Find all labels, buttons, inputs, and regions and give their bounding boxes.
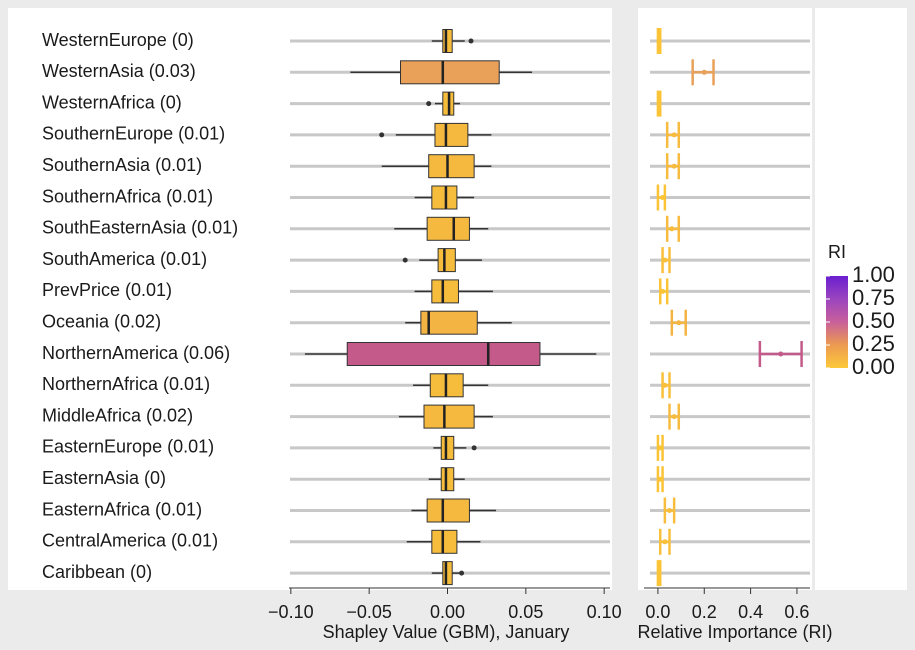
box	[346, 342, 541, 366]
point	[671, 414, 677, 420]
point	[701, 69, 707, 75]
outlier	[379, 132, 385, 138]
box	[428, 154, 475, 179]
point	[657, 476, 663, 482]
x-tick-label: 0.4	[738, 602, 763, 622]
x-axis-title: Shapley Value (GBM), January	[323, 622, 570, 642]
x-tick-label: 0.00	[430, 602, 465, 622]
category-label: WesternEurope (0)	[42, 30, 194, 50]
box	[440, 467, 455, 492]
x-tick-label: 0.6	[784, 602, 809, 622]
point	[669, 226, 675, 232]
x-tick-label: −0.05	[346, 602, 392, 622]
x-tick-label: 0.0	[645, 602, 670, 622]
x-tick-label: 0.2	[692, 602, 717, 622]
box	[437, 248, 456, 273]
category-label: NorthernAfrica (0.01)	[42, 374, 210, 394]
box	[442, 561, 453, 586]
point	[662, 382, 668, 388]
box	[423, 404, 475, 429]
outlier	[468, 38, 474, 44]
point	[671, 163, 677, 169]
box	[431, 185, 458, 210]
box	[442, 29, 453, 53]
category-label: Caribbean (0)	[42, 562, 152, 582]
category-label: MiddleAfrica (0.02)	[42, 405, 193, 425]
category-label: SouthEasternAsia (0.01)	[42, 218, 238, 238]
box	[431, 279, 459, 304]
category-label: NorthernAmerica (0.06)	[42, 343, 230, 363]
colorbar-tick-label: 0.75	[852, 285, 895, 310]
x-tick-label: −0.10	[268, 602, 314, 622]
box	[400, 60, 500, 85]
colorbar-tick-label: 1.00	[852, 262, 895, 287]
colorbar-tick-label: 0.25	[852, 331, 895, 356]
colorbar	[826, 276, 848, 368]
point	[778, 351, 784, 357]
box	[434, 122, 469, 147]
category-label: PrevPrice (0.01)	[42, 280, 172, 300]
category-label: SouthAmerica (0.01)	[42, 249, 207, 269]
box	[426, 498, 470, 523]
x-axis-title: Relative Importance (RI)	[637, 622, 832, 642]
point	[656, 570, 662, 576]
point	[656, 38, 662, 44]
point	[656, 101, 662, 107]
category-label: SouthernAfrica (0.01)	[42, 186, 213, 206]
point	[662, 257, 668, 263]
outlier	[459, 570, 465, 576]
category-label: EasternEurope (0.01)	[42, 437, 214, 457]
category-label: Oceania (0.02)	[42, 311, 161, 331]
point	[657, 445, 663, 451]
category-label: SouthernEurope (0.01)	[42, 124, 225, 144]
category-label: EasternAsia (0)	[42, 468, 166, 488]
outlier	[426, 101, 432, 107]
colorbar-tick-label: 0.00	[852, 354, 895, 379]
box	[431, 529, 458, 554]
colorbar-title: RI	[828, 242, 846, 262]
outlier	[402, 257, 408, 263]
box	[420, 310, 478, 335]
point	[660, 195, 666, 200]
point	[671, 132, 677, 138]
point	[660, 288, 666, 294]
x-tick-label: 0.05	[508, 602, 543, 622]
point	[676, 320, 682, 326]
category-label: EasternAfrica (0.01)	[42, 499, 202, 519]
point	[662, 539, 668, 545]
x-tick-label: 0.10	[587, 602, 622, 622]
outlier	[471, 445, 477, 451]
category-label: WesternAsia (0.03)	[42, 61, 196, 81]
category-label: SouthernAsia (0.01)	[42, 155, 202, 175]
box	[440, 435, 455, 460]
category-label: CentralAmerica (0.01)	[42, 531, 218, 551]
point	[667, 508, 673, 513]
box	[426, 216, 470, 241]
colorbar-tick-label: 0.50	[852, 308, 895, 333]
category-label: WesternAfrica (0)	[42, 92, 182, 112]
